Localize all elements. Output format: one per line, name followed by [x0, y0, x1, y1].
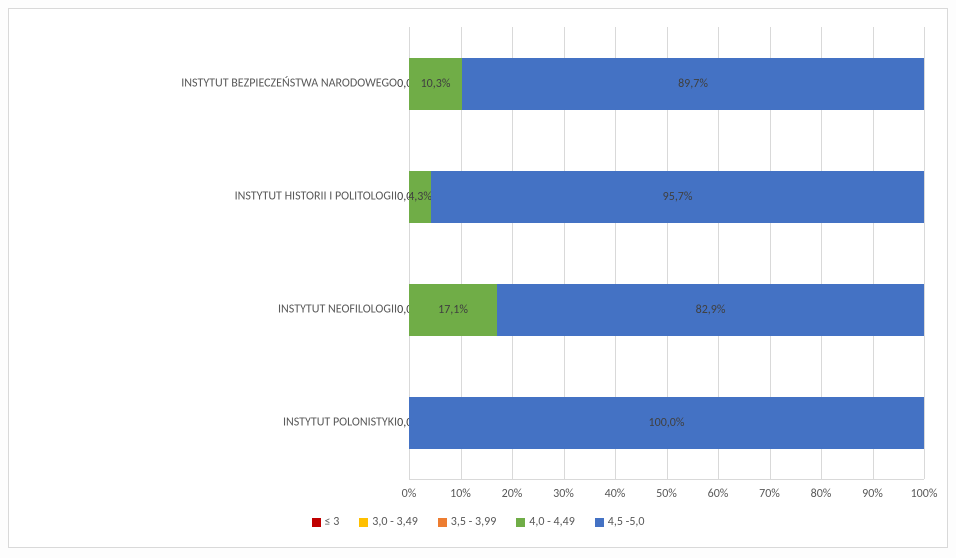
gridline	[924, 27, 925, 479]
bar-segment	[409, 284, 497, 336]
legend-item: 3,0 - 3,49	[359, 515, 418, 529]
x-tick-label: 0%	[402, 487, 417, 501]
x-tick-label: 30%	[553, 487, 574, 501]
legend-item: 4,0 - 4,49	[516, 515, 575, 529]
bar-segment	[431, 171, 924, 223]
legend-label: 3,0 - 3,49	[372, 515, 418, 529]
legend-swatch	[312, 518, 321, 527]
x-tick-label: 10%	[450, 487, 471, 501]
bar-segment	[462, 58, 924, 110]
x-tick-label: 100%	[911, 487, 938, 501]
legend-item: 3,5 - 3,99	[438, 515, 497, 529]
legend-swatch	[516, 518, 525, 527]
bar-segment	[409, 397, 924, 449]
x-axis-line	[409, 479, 924, 480]
legend-swatch	[438, 518, 447, 527]
legend-label: 4,0 - 4,49	[529, 515, 575, 529]
category-label: INSTYTUT HISTORII I POLITOLOGII	[17, 190, 397, 203]
category-label: INSTYTUT BEZPIECZEŃSTWA NARODOWEGO	[17, 77, 397, 90]
category-label: INSTYTUT NEOFILOLOGII	[17, 303, 397, 316]
bar-segment	[497, 284, 924, 336]
x-tick-label: 90%	[862, 487, 883, 501]
chart-frame: 0% 10% 20% 30% 40% 50% 60% 70% 80% 90% 100% INSTYTU…	[8, 8, 948, 548]
legend-label: 4,5 -5,0	[608, 515, 645, 529]
x-tick-label: 70%	[759, 487, 780, 501]
x-tick-label: 80%	[811, 487, 832, 501]
x-tick-label: 60%	[708, 487, 729, 501]
plot-area: 0%10%20%30%40%50%60%70%80%90%100%INSTYTU…	[409, 27, 924, 479]
legend: ≤ 3 3,0 - 3,49 3,5 - 3,99 4,0 - 4,49 4,5 -5,…	[9, 515, 947, 529]
x-tick-label: 40%	[605, 487, 626, 501]
legend-item: ≤ 3	[312, 515, 340, 529]
category-label: INSTYTUT POLONISTYKI	[17, 416, 397, 429]
legend-swatch	[595, 518, 604, 527]
legend-label: ≤ 3	[325, 515, 340, 529]
legend-label: 3,5 - 3,99	[451, 515, 497, 529]
legend-swatch	[359, 518, 368, 527]
legend-item: 4,5 -5,0	[595, 515, 645, 529]
x-tick-label: 50%	[656, 487, 677, 501]
bar-segment	[409, 58, 462, 110]
x-tick-label: 20%	[502, 487, 523, 501]
bar-segment	[409, 171, 431, 223]
